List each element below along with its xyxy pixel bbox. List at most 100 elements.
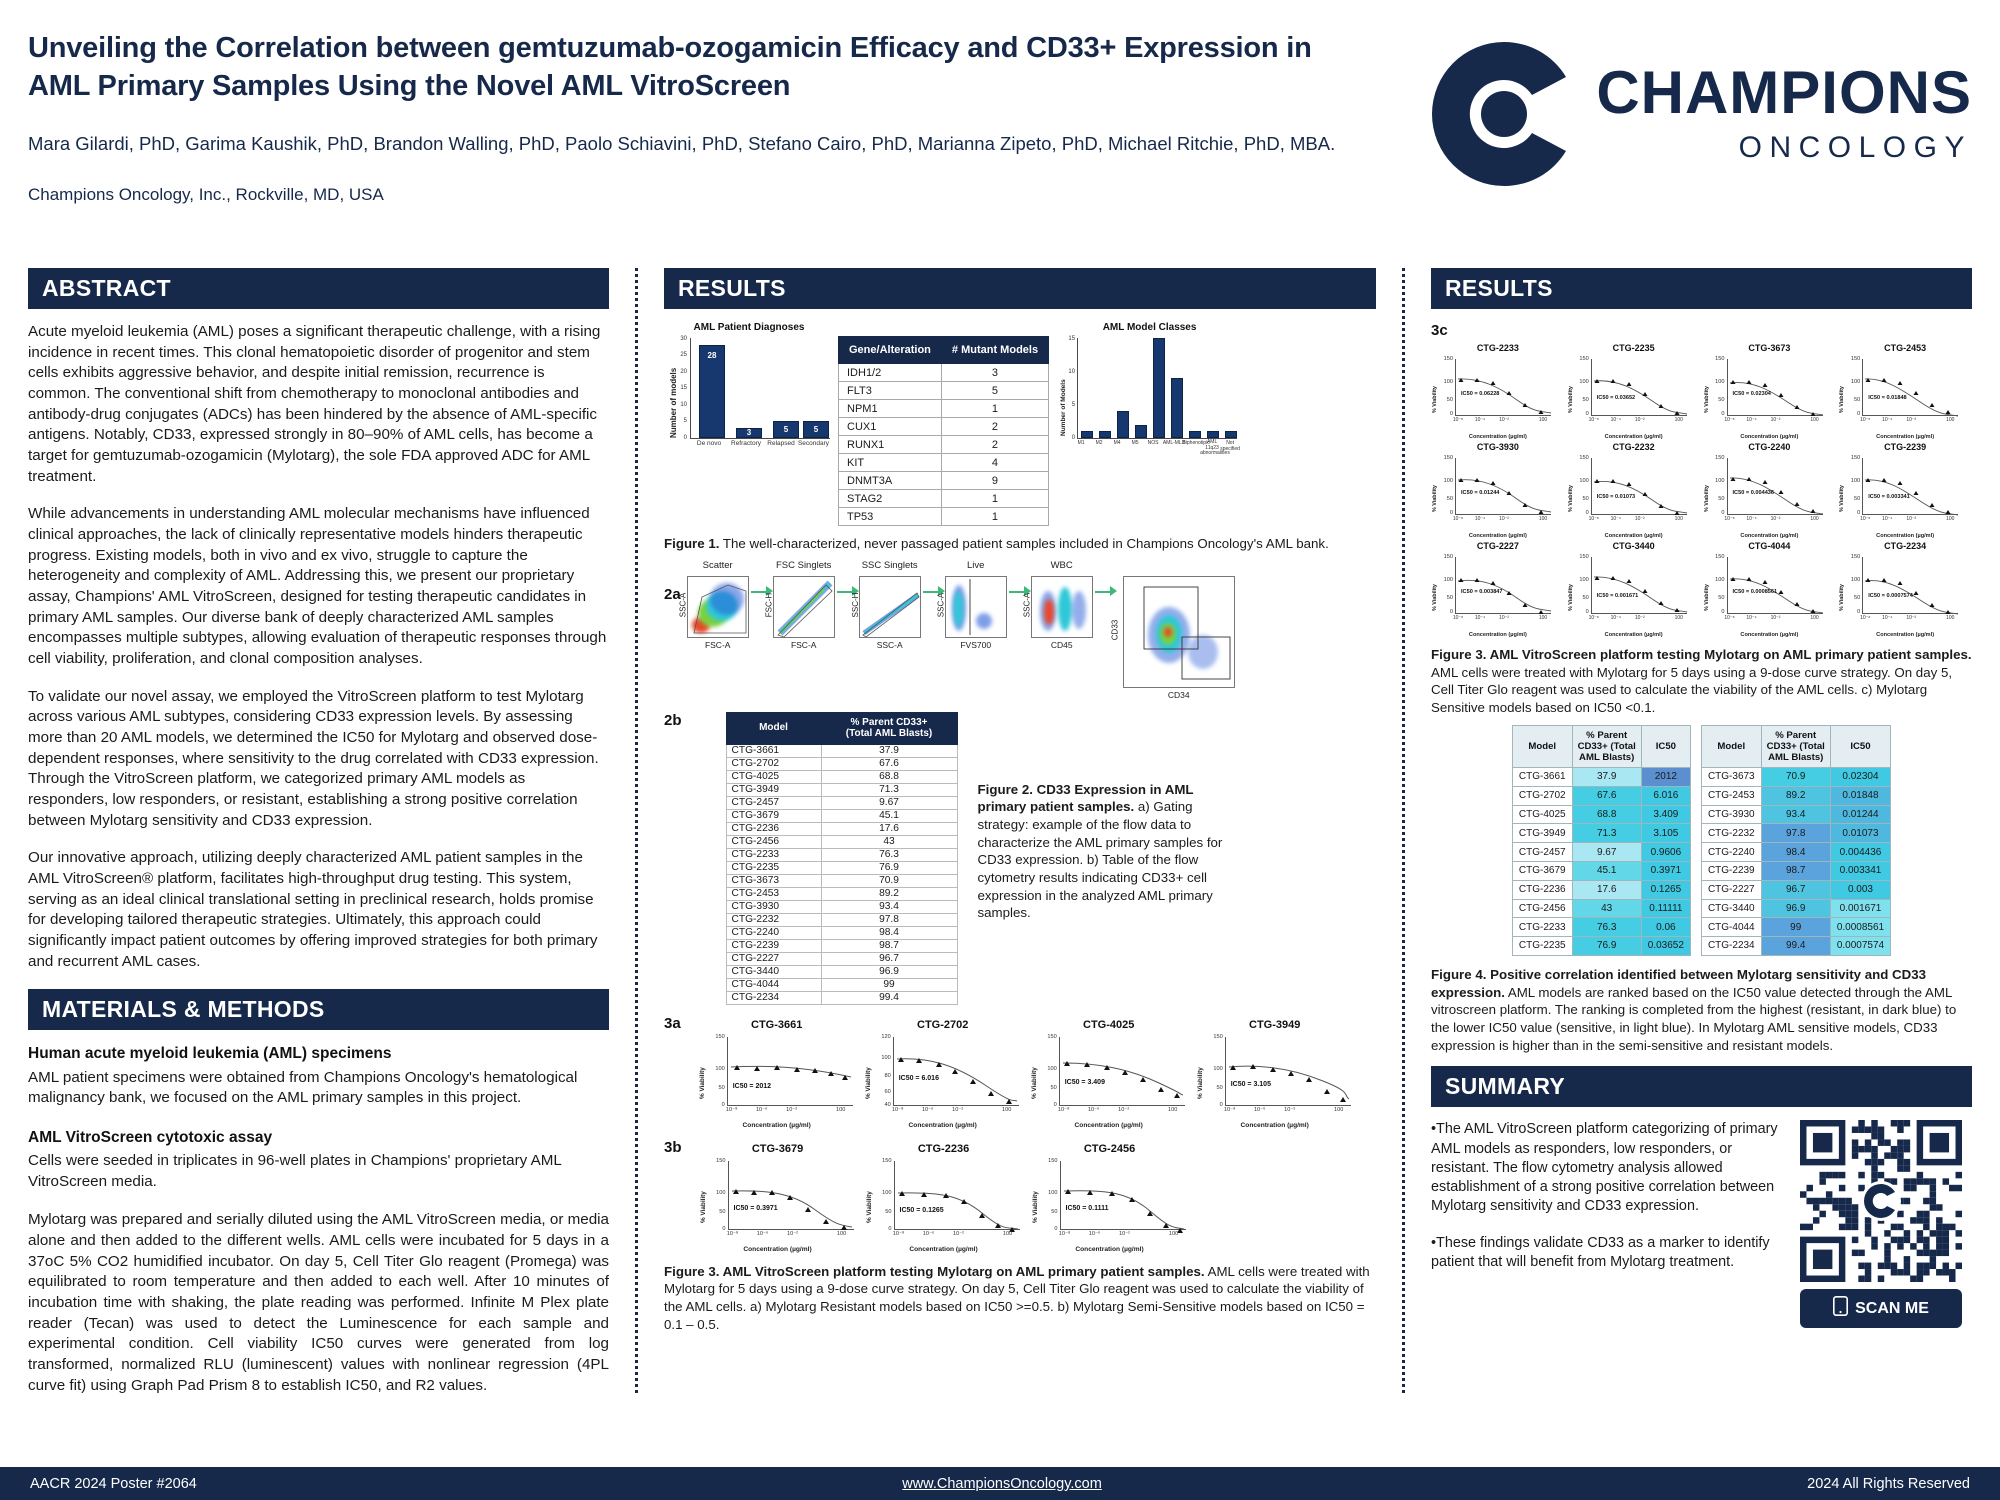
table-row: CTG-3673 70.9 xyxy=(725,873,958,888)
chart-1-value-secondary: 5 xyxy=(813,425,819,434)
qr-code-icon[interactable] xyxy=(1800,1120,1962,1283)
cd33-model: CTG-2239 xyxy=(725,938,822,953)
curve-grid-3a: CTG-3661 % Viability 150 100 50 0 xyxy=(696,1019,1355,1129)
ic50-value-cell: 0.1265 xyxy=(1640,879,1691,900)
curve-xlabel: Concentration (µg/ml) xyxy=(908,1121,977,1129)
figure-3a-row: 3a CTG-3661 % Viability 150 100 50 0 xyxy=(664,1015,1376,1129)
curve-ic50-label: IC50 = 0.01848 xyxy=(1868,395,1907,401)
table-header-row: Model % Parent CD33+ (Total AML Blasts) … xyxy=(1511,724,1691,769)
figure-4-caption-bold: Figure 4. Positive correlation identifie… xyxy=(1431,966,1927,1000)
curve-title: CTG-2234 xyxy=(1884,541,1927,551)
phone-icon xyxy=(1833,1296,1849,1321)
curve-ic50-label: IC50 = 0.003847 xyxy=(1461,589,1503,595)
ic50-value-cell: 0.06 xyxy=(1640,917,1691,938)
cd33-model: CTG-3440 xyxy=(725,964,822,979)
table-row: CTG-2453 89.2 xyxy=(725,886,958,901)
table-row: CTG-2232 97.8 xyxy=(725,912,958,927)
table-row: TP53 1 xyxy=(838,507,1050,526)
curve-ctg-2702: CTG-2702 % Viability 120 100 80 60 40 xyxy=(862,1019,1023,1129)
ic50-value-cell: 0.02304 xyxy=(1829,767,1892,787)
gene-count: 3 xyxy=(940,363,1050,382)
curve-title: CTG-3673 xyxy=(1748,343,1791,353)
author-list: Mara Gilardi, PhD, Garima Kaushik, PhD, … xyxy=(28,133,1336,155)
logo-subtitle: ONCOLOGY xyxy=(1738,131,1972,164)
section-header-abstract: ABSTRACT xyxy=(28,268,609,309)
curve-ic50-label: IC50 = 0.01244 xyxy=(1461,490,1500,496)
table-row: CTG-2239 98.7 xyxy=(725,938,958,953)
ic50-cd33-cell: 76.3 xyxy=(1571,917,1642,938)
affiliation: Champions Oncology, Inc., Rockville, MD,… xyxy=(28,185,384,205)
hdr-l3: AML Blasts) xyxy=(1768,751,1824,763)
ic50-model-cell: CTG-2233 xyxy=(1511,917,1573,938)
figure-2b-row: 2b Model % Parent CD33+ (Total AML Blast… xyxy=(664,711,1376,1005)
table-row: CTG-2457 9.67 xyxy=(725,795,958,810)
cd33-model: CTG-2236 xyxy=(725,821,822,836)
curve-ctg-2236: CTG-2236 % Viability 150 100 50 0 xyxy=(863,1142,1024,1253)
abstract-p1: Acute myeloid leukemia (AML) poses a sig… xyxy=(28,323,601,485)
curve-ctg-2453: CTG-2453% Viability 150 100 50 0 IC50 = 0.018… xyxy=(1838,343,1972,440)
chart-1-bar-secondary xyxy=(803,421,829,438)
curve-ylabel: % Viability xyxy=(1432,485,1438,512)
ic50-cd33-cell: 96.9 xyxy=(1760,898,1831,919)
cd33-value: 96.9 xyxy=(820,964,958,979)
cd33-table-body: CTG-3661 37.9 CTG-2702 67.6 CTG-4025 68.8 C… xyxy=(725,743,958,1005)
chart-2-y-axis xyxy=(1077,338,1079,438)
curve-ctg-3679: CTG-3679 % Viability 150 100 50 0 xyxy=(697,1142,858,1253)
poster-header: Unveiling the Correlation between gemtuz… xyxy=(28,0,1972,268)
cd33-model: CTG-2240 xyxy=(725,925,822,940)
footer-website-link[interactable]: www.ChampionsOncology.com xyxy=(902,1475,1102,1492)
chart-2-bar-aml-mld xyxy=(1171,378,1184,438)
figure-4-caption-rest: AML models are ranked based on the IC50 … xyxy=(1431,984,1957,1053)
table-row: CTG-2240 98.4 0.004436 xyxy=(1700,842,1892,862)
ic50-value-cell: 0.001671 xyxy=(1829,898,1892,919)
flow-y-axis-label: SSC-A xyxy=(1022,592,1032,617)
chart-2-xtick-0: M1 xyxy=(1077,440,1085,446)
ic50-cd33-header: % Parent CD33+ (Total AML Blasts) xyxy=(1571,724,1642,769)
chart-2-xtick-4: NOS xyxy=(1147,440,1159,446)
figure-2-caption-bold: Figure 2. CD33 Expression in AML primary… xyxy=(977,781,1194,815)
chart-2-xtick-5: AML-MLD xyxy=(1162,440,1186,446)
figure-2-caption: Figure 2. CD33 Expression in AML primary… xyxy=(978,721,1233,922)
curve-ctg-3930: CTG-3930% Viability 150 100 50 0 IC50 = 0.012… xyxy=(1431,442,1565,539)
flow-panel-ssc-singlets: SSC Singlets SSC-H SSC-A xyxy=(851,560,921,650)
curve-ctg-4025: CTG-4025 % Viability 150 100 50 0 xyxy=(1028,1019,1189,1129)
gene-count: 4 xyxy=(940,453,1050,472)
table-row: CTG-2236 17.6 xyxy=(725,821,958,836)
table-row: CTG-2236 17.6 0.1265 xyxy=(1511,879,1691,900)
ic50-right-body: CTG-3673 70.9 0.02304 CTG-2453 89.2 0.01848 CT… xyxy=(1700,767,1892,956)
curve-ylabel: % Viability xyxy=(1567,584,1574,611)
curve-title: CTG-2236 xyxy=(917,1142,970,1155)
curve-ylabel: % Viability xyxy=(1567,485,1574,512)
curve-ic50-label: IC50 = 0.003341 xyxy=(1868,494,1910,500)
gene-count: 2 xyxy=(940,417,1050,436)
curve-ctg-2234: CTG-2234% Viability 150 100 50 0 IC50 = 0.000… xyxy=(1838,541,1972,638)
curve-ylabel: % Viability xyxy=(1432,386,1438,413)
figure-3-right-caption-bold: Figure 3. AML VitroScreen platform testi… xyxy=(1431,647,1972,662)
cd33-model: CTG-3930 xyxy=(725,899,822,914)
methods-text-2: Cells were seeded in triplicates in 96-w… xyxy=(28,1151,562,1190)
chart-aml-model-classes: AML Model Classes Number of Models 0 5 1… xyxy=(1057,322,1242,462)
curve-title: CTG-3679 xyxy=(751,1142,804,1155)
cd33-percent-header: % Parent CD33+ (Total AML Blasts) xyxy=(820,711,958,745)
curve-ctg-2456: CTG-2456 % Viability 150 100 50 0 xyxy=(1029,1143,1190,1253)
flow-arrow-icon xyxy=(1008,560,1031,622)
flow-arrow-icon xyxy=(836,560,859,622)
table-row: RUNX1 2 xyxy=(838,435,1050,454)
footer-poster-number: AACR 2024 Poster #2064 xyxy=(30,1475,197,1492)
methods-text-3: Mylotarg was prepared and serially dilut… xyxy=(28,1211,609,1394)
gene-name: IDH1/2 xyxy=(838,363,942,382)
curve-ylabel: % Viability xyxy=(1839,386,1846,413)
figure-3-mid-caption-bold: Figure 3. AML VitroScreen platform testi… xyxy=(664,1263,1205,1279)
cd33-model: CTG-2456 xyxy=(725,834,822,849)
methods-block-assay: AML VitroScreen cytotoxic assay Cells we… xyxy=(28,1127,609,1192)
scan-me-button[interactable]: SCAN ME xyxy=(1800,1289,1962,1329)
curve-xlabel: Concentration (µg/ml) xyxy=(1468,434,1527,440)
summary-bullet-1: •The AML VitroScreen platform categorizi… xyxy=(1431,1121,1778,1215)
curve-ctg-2233: CTG-2233% Viability 150 100 50 0 IC50 = 0.062… xyxy=(1431,343,1565,440)
flow-x-axis-label-final: CD34 xyxy=(1167,689,1190,700)
curve-title: CTG-2240 xyxy=(1748,442,1791,452)
logo-c-mark-icon xyxy=(1428,38,1580,190)
table-row: CTG-2227 96.7 0.003 xyxy=(1700,879,1892,900)
scan-me-label: SCAN ME xyxy=(1855,1299,1929,1317)
curve-ctg-2232: CTG-2232% Viability 150 100 50 0 IC50 = 0.010… xyxy=(1566,442,1701,539)
